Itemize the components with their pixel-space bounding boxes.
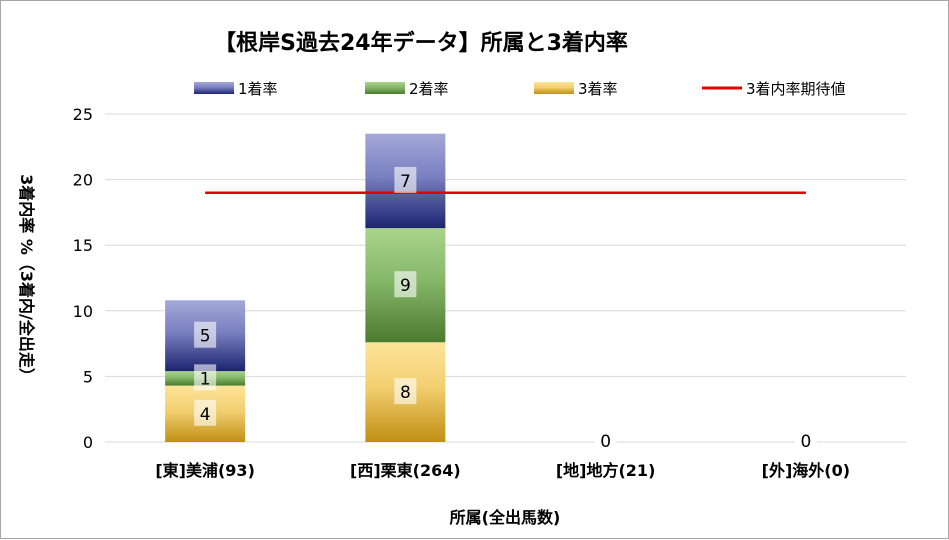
- data-label-1-1: 7: [400, 172, 411, 192]
- legend-swatch-3: [534, 82, 574, 94]
- data-label-3-0: 4: [200, 405, 211, 425]
- y-tick-label-0: 0: [83, 433, 93, 452]
- data-label-bg-3-2: [594, 427, 617, 453]
- data-label-1-0: 5: [200, 327, 211, 347]
- legend-swatch-2: [365, 82, 405, 94]
- y-tick-label-1: 5: [83, 367, 93, 386]
- y-tick-labels: 0 5 10 15 20 25: [73, 105, 93, 452]
- data-label-bg-1-1: [394, 166, 417, 193]
- data-label-3-1: 8: [400, 383, 411, 403]
- x-category-label-1: [西]栗東(264): [350, 461, 461, 480]
- y-axis-title: 3着内率 %（3着内/全出走）: [17, 174, 36, 384]
- data-label-3-3: 0: [800, 432, 811, 452]
- y-tick-label-3: 15: [73, 236, 93, 255]
- data-label-2-1: 9: [400, 276, 411, 296]
- legend-swatch-1: [194, 82, 234, 94]
- x-category-label-0: [東]美浦(93): [155, 461, 255, 480]
- data-label-bg-1-0: [194, 321, 217, 348]
- chart-title: 【根岸S過去24年データ】所属と3着内率: [214, 30, 628, 56]
- legend-label-expected: 3着内率期待値: [746, 80, 846, 98]
- data-label-bg-3-3: [794, 427, 817, 453]
- y-tick-label-2: 10: [73, 302, 93, 321]
- legend-label-1: 1着率: [238, 80, 278, 98]
- data-label-bg-3-0: [194, 399, 217, 426]
- data-label-3-2: 0: [600, 432, 611, 452]
- x-category-labels: [東]美浦(93) [西]栗東(264) [地]地方(21) [外]海外(0): [155, 461, 850, 480]
- data-label-bg-2-1: [394, 271, 417, 298]
- legend-label-3: 3着率: [578, 80, 618, 98]
- y-tick-label-4: 20: [73, 171, 93, 190]
- data-label-2-0: 1: [200, 369, 211, 389]
- y-tick-label-5: 25: [73, 105, 93, 124]
- data-label-bg-3-1: [394, 378, 417, 405]
- legend: 1着率 2着率 3着率 3着内率期待値: [194, 80, 846, 98]
- data-labels: 4 1 5 8 9 7 0 0: [194, 166, 817, 453]
- legend-label-2: 2着率: [409, 80, 449, 98]
- x-category-label-2: [地]地方(21): [556, 461, 656, 480]
- x-category-label-3: [外]海外(0): [762, 461, 850, 480]
- x-axis-title: 所属(全出馬数): [450, 508, 561, 527]
- data-label-bg-2-0: [194, 364, 217, 391]
